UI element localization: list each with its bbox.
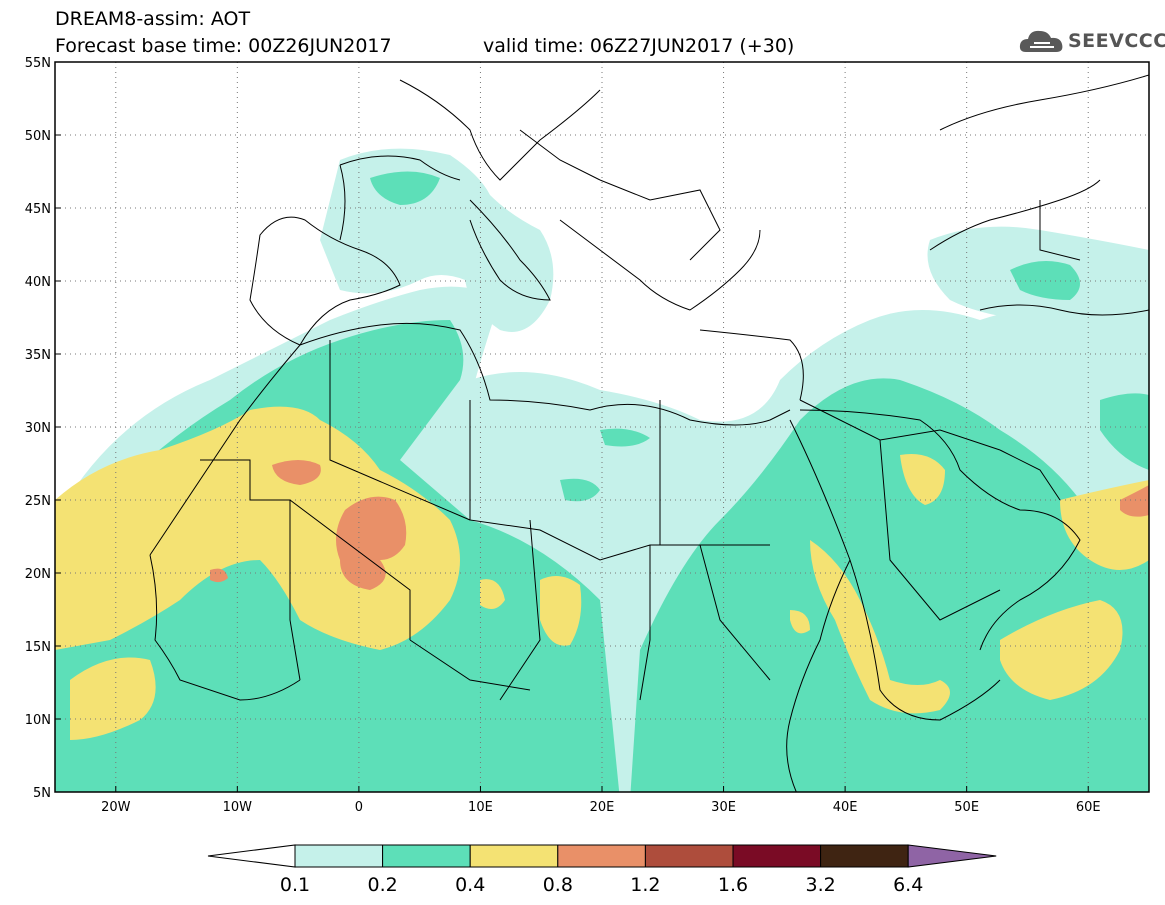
colorbar-label: 0.2: [367, 874, 397, 896]
colorbar-segment: [732, 844, 822, 868]
colorbar-segment: [294, 844, 384, 868]
political-borders: [200, 129, 1081, 701]
lon-tick-label: 20E: [590, 800, 615, 815]
colorbar: [207, 844, 997, 868]
colorbar-label: 0.1: [280, 874, 310, 896]
coastlines: [149, 74, 1149, 792]
lon-tick-label: 10E: [468, 800, 493, 815]
colorbar-label: 0.4: [455, 874, 485, 896]
lat-tick-label: 55N: [25, 56, 51, 71]
colorbar-label: 3.2: [805, 874, 835, 896]
seevccc-logo: SEEVCCC: [1018, 26, 1165, 56]
logo-text: SEEVCCC: [1068, 30, 1165, 52]
colorbar-low-arrow: [207, 844, 296, 868]
lat-tick-label: 40N: [25, 275, 51, 290]
colorbar-label: 1.2: [630, 874, 660, 896]
lon-tick-label: 20W: [101, 800, 131, 815]
forecast-base-time: Forecast base time: 00Z26JUN2017: [55, 35, 392, 57]
longitude-axis: 20W 10W 0 10E 20E 30E 40E 50E 60E: [101, 786, 1101, 815]
colorbar-segment: [644, 844, 734, 868]
lon-tick-label: 0: [355, 800, 363, 815]
colorbar-label: 0.8: [543, 874, 573, 896]
colorbar-segment: [557, 844, 646, 868]
lat-tick-label: 20N: [25, 567, 51, 582]
lon-tick-label: 30E: [711, 800, 736, 815]
colorbar-label: 6.4: [893, 874, 923, 896]
graticule: [55, 61, 1149, 793]
lon-tick-label: 60E: [1076, 800, 1101, 815]
cloud-icon: [1019, 30, 1063, 52]
colorbar-segment: [469, 844, 559, 868]
colorbar-label: 1.6: [718, 874, 748, 896]
colorbar-segment: [820, 844, 909, 868]
lat-tick-label: 5N: [33, 786, 51, 801]
lat-tick-label: 10N: [25, 713, 51, 728]
lat-tick-label: 35N: [25, 348, 51, 363]
map-title: DREAM8-assim: AOT: [55, 8, 251, 30]
colorbar-high-arrow: [907, 844, 997, 868]
lat-tick-label: 45N: [25, 202, 51, 217]
lon-tick-label: 50E: [954, 800, 979, 815]
colorbar-segment: [382, 844, 471, 868]
latitude-axis: 55N 50N 45N 40N 35N 30N 25N 20N 15N 10N 5N: [25, 56, 61, 801]
colorbar-labels: 0.1 0.2 0.4 0.8 1.2 1.6 3.2 6.4: [280, 874, 923, 896]
lat-tick-label: 25N: [25, 494, 51, 509]
lat-tick-label: 30N: [25, 421, 51, 436]
lat-tick-label: 15N: [25, 640, 51, 655]
valid-time: valid time: 06Z27JUN2017 (+30): [483, 35, 795, 57]
lat-tick-label: 50N: [25, 129, 51, 144]
lon-tick-label: 40E: [833, 800, 858, 815]
lon-tick-label: 10W: [223, 800, 253, 815]
